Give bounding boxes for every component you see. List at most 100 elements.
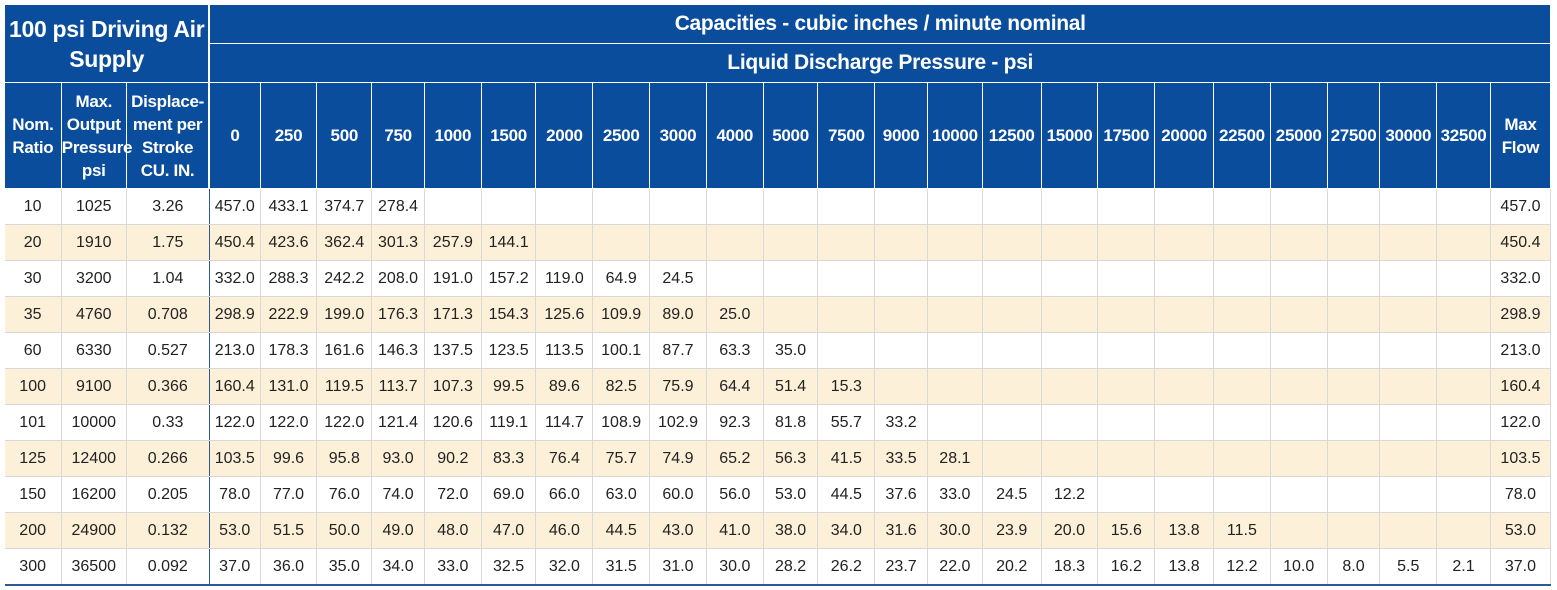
capacity-cell — [1327, 188, 1381, 225]
max-output-cell: 6330 — [61, 332, 127, 369]
capacity-cell — [1436, 404, 1491, 441]
capacity-cell: 33.2 — [874, 404, 928, 441]
pressure-header: 5000 — [762, 82, 819, 189]
capacity-cell — [706, 260, 764, 297]
capacity-cell: 157.2 — [481, 260, 537, 297]
capacity-cell — [982, 188, 1042, 225]
capacity-cell — [982, 368, 1042, 405]
capacity-cell — [1213, 368, 1271, 405]
pressure-header: 1500 — [480, 82, 537, 189]
capacity-cell — [927, 404, 983, 441]
capacity-cell: 119.0 — [535, 260, 594, 297]
capacity-cell — [1327, 332, 1381, 369]
capacity-cell: 78.0 — [209, 476, 261, 513]
pressure-header: 12500 — [981, 82, 1042, 189]
capacity-cell — [1436, 224, 1491, 261]
capacity-cell: 53.0 — [209, 512, 261, 549]
capacity-cell — [982, 404, 1042, 441]
max-output-cell: 10000 — [61, 404, 127, 441]
capacity-table: 100 psi Driving Air Supply Capacities - … — [4, 4, 1552, 586]
capacity-cell: 87.7 — [649, 332, 707, 369]
capacity-cell — [535, 188, 594, 225]
capacity-cell — [706, 188, 764, 225]
capacity-cell: 15.3 — [817, 368, 876, 405]
capacity-cell — [1327, 404, 1381, 441]
capacity-cell — [1041, 224, 1099, 261]
capacity-cell — [982, 332, 1042, 369]
capacity-cell — [706, 224, 764, 261]
capacity-cell: 65.2 — [706, 440, 764, 477]
capacity-cell — [1097, 332, 1156, 369]
capacity-cell: 102.9 — [649, 404, 707, 441]
capacity-cell: 47.0 — [481, 512, 537, 549]
capacity-cell: 99.6 — [260, 440, 318, 477]
capacity-cell: 38.0 — [763, 512, 819, 549]
capacity-cell — [1270, 332, 1328, 369]
pressure-header: 15000 — [1040, 82, 1099, 189]
displacement-cell: 1.75 — [126, 224, 210, 261]
pressure-header: 7500 — [817, 82, 876, 189]
capacity-cell — [817, 224, 876, 261]
capacity-cell — [1041, 188, 1099, 225]
max-flow-cell: 298.9 — [1489, 296, 1552, 333]
table-row: 150 16200 0.205 78.0 77.0 76.0 74.0 72.0 69.0 66.… — [4, 476, 1552, 513]
capacity-cell — [424, 188, 482, 225]
capacity-cell — [1270, 188, 1328, 225]
capacity-cell: 37.6 — [874, 476, 928, 513]
capacity-cell — [1327, 260, 1381, 297]
capacity-cell: 5.5 — [1379, 548, 1438, 586]
capacity-cell — [649, 224, 707, 261]
capacity-cell — [1379, 440, 1438, 477]
capacity-cell: 30.0 — [927, 512, 983, 549]
capacity-cell: 10.0 — [1270, 548, 1328, 586]
capacity-cell: 31.0 — [649, 548, 707, 586]
capacity-cell: 28.2 — [763, 548, 819, 586]
capacity-cell: 41.0 — [706, 512, 764, 549]
capacity-cell — [1436, 476, 1491, 513]
capacity-cell: 76.0 — [316, 476, 373, 513]
capacity-cell — [1041, 296, 1099, 333]
capacity-cell — [927, 224, 983, 261]
table-row: 300 36500 0.092 37.0 36.0 35.0 34.0 33.0 32.5 32.… — [4, 548, 1552, 586]
capacity-cell — [874, 296, 928, 333]
capacity-cell — [1436, 296, 1491, 333]
capacity-cell: 125.6 — [535, 296, 594, 333]
capacity-cell — [1327, 368, 1381, 405]
capacity-cell: 55.7 — [817, 404, 876, 441]
capacity-cell: 35.0 — [316, 548, 373, 586]
max-flow-cell: 160.4 — [1489, 368, 1552, 405]
nom-ratio-cell: 60 — [4, 332, 62, 369]
capacity-cell: 25.0 — [706, 296, 764, 333]
capacity-cell: 60.0 — [649, 476, 707, 513]
capacity-cell — [927, 260, 983, 297]
capacity-cell — [1097, 296, 1156, 333]
capacity-cell — [1436, 260, 1491, 297]
capacity-cell: 423.6 — [260, 224, 318, 261]
capacity-cell — [1270, 260, 1328, 297]
capacity-cell — [1041, 440, 1099, 477]
nom-ratio-cell: 101 — [4, 404, 62, 441]
capacity-cell: 12.2 — [1041, 476, 1099, 513]
capacity-cell: 22.0 — [927, 548, 983, 586]
capacity-cell: 74.9 — [649, 440, 707, 477]
capacity-cell: 95.8 — [316, 440, 373, 477]
capacity-cell: 298.9 — [209, 296, 261, 333]
capacity-cell: 49.0 — [371, 512, 425, 549]
pressure-header: 4000 — [705, 82, 764, 189]
capacity-cell — [1097, 368, 1156, 405]
capacity-cell — [1154, 440, 1214, 477]
capacity-cell: 28.1 — [927, 440, 983, 477]
capacity-cell: 146.3 — [371, 332, 425, 369]
column-header-row: Nom. Ratio Max. Output Pressure psi Disp… — [4, 82, 1552, 189]
table-row: 60 6330 0.527 213.0 178.3 161.6 146.3 137.5 123.… — [4, 332, 1552, 369]
capacity-cell: 93.0 — [371, 440, 425, 477]
capacity-cell: 191.0 — [424, 260, 482, 297]
capacity-cell: 69.0 — [481, 476, 537, 513]
capacity-cell — [1379, 296, 1438, 333]
capacity-cell: 64.9 — [592, 260, 651, 297]
max-output-cell: 1910 — [61, 224, 127, 261]
pressure-header: 20000 — [1154, 82, 1214, 189]
capacity-cell: 77.0 — [260, 476, 318, 513]
pressure-header: 10000 — [926, 82, 983, 189]
max-flow-cell: 213.0 — [1489, 332, 1552, 369]
